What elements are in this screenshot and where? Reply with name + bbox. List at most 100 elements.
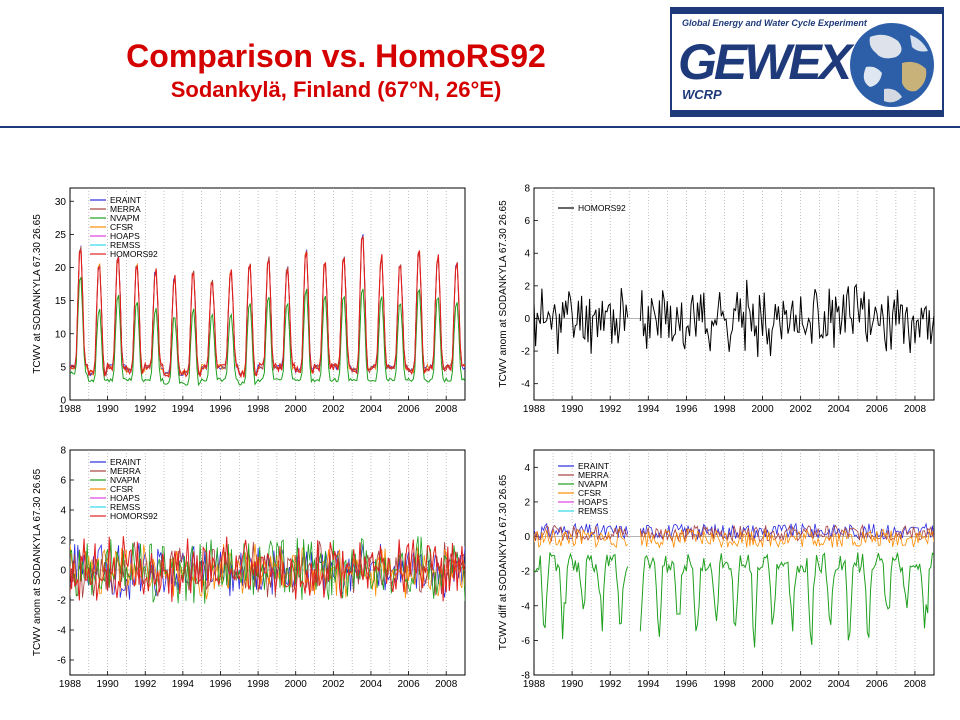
plot-frame xyxy=(533,187,935,401)
plot-frame xyxy=(533,449,935,676)
legend-label: REMSS xyxy=(110,240,141,250)
y-tick-label: 4 xyxy=(524,463,530,474)
x-tick-label: 1998 xyxy=(713,679,736,690)
gewex-logo: Global Energy and Water Cycle Experiment… xyxy=(670,7,944,117)
legend-label: MERRA xyxy=(578,470,609,480)
x-tick-label: 2006 xyxy=(866,679,889,690)
x-tick-label: 1992 xyxy=(599,679,622,690)
y-axis-label: TCWV anom at SODANKYLA 67.30 26.65 xyxy=(498,200,509,388)
x-tick-label: 1992 xyxy=(599,404,622,415)
x-tick-label: 1988 xyxy=(59,404,82,415)
x-tick-label: 2000 xyxy=(751,404,774,415)
x-tick-label: 1990 xyxy=(96,679,119,690)
x-tick-label: 2004 xyxy=(828,679,851,690)
x-tick-label: 1990 xyxy=(561,404,584,415)
y-tick-label: 30 xyxy=(55,197,67,208)
x-tick-label: 1992 xyxy=(134,679,157,690)
y-tick-label: 15 xyxy=(55,296,67,307)
x-tick-label: 1998 xyxy=(247,404,270,415)
y-axis-label: TCWV anom at SODANKYLA 67.30 26.65 xyxy=(32,468,43,656)
slide-subtitle: Sodankylä, Finland (67°N, 26°E) xyxy=(170,77,502,102)
x-tick-label: 2004 xyxy=(360,404,383,415)
logo-org: WCRP xyxy=(682,87,722,102)
chart-homors92-anomaly: 1988 1990 1992 1994 1996 1998 2000 2002 2004 2006… xyxy=(498,184,935,415)
legend-label: REMSS xyxy=(578,506,609,516)
x-tick-label: 1994 xyxy=(172,679,195,690)
y-tick-label: 20 xyxy=(55,263,67,274)
y-tick-label: 8 xyxy=(60,446,66,457)
legend-label: CFSR xyxy=(110,222,133,232)
x-tick-label: 2008 xyxy=(904,679,927,690)
earth-globe-icon xyxy=(850,23,934,107)
legend-label: HOAPS xyxy=(578,497,608,507)
x-tick-label: 1996 xyxy=(209,404,232,415)
x-tick-label: 1994 xyxy=(637,679,660,690)
gewex-logo-graphic: Global Energy and Water Cycle Experiment… xyxy=(670,7,944,117)
x-tick-label: 1998 xyxy=(247,679,270,690)
series-line-cfsr xyxy=(534,528,934,549)
x-tick-label: 2004 xyxy=(828,404,851,415)
legend-label: REMSS xyxy=(110,502,141,512)
x-tick-label: 2002 xyxy=(790,404,813,415)
y-tick-label: -6 xyxy=(57,656,66,667)
x-tick-label: 2002 xyxy=(322,679,345,690)
x-tick-label: 1998 xyxy=(713,404,736,415)
legend-label: HOAPS xyxy=(110,231,140,241)
x-tick-label: 2008 xyxy=(904,404,927,415)
y-tick-label: -4 xyxy=(521,601,530,612)
legend: HOMORS92 xyxy=(558,203,626,213)
x-tick-label: 1990 xyxy=(561,679,584,690)
x-tick-label: 2000 xyxy=(285,404,308,415)
y-tick-label: -4 xyxy=(521,379,530,390)
x-tick-label: 1996 xyxy=(675,404,698,415)
x-tick-label: 2002 xyxy=(790,679,813,690)
legend-label: MERRA xyxy=(110,204,141,214)
x-tick-label: 2006 xyxy=(866,404,889,415)
legend-label: NVAPM xyxy=(110,213,140,223)
series-line-homors92 xyxy=(70,236,465,379)
plot-frame xyxy=(69,187,466,401)
logo-bottom-bar xyxy=(671,110,943,116)
y-tick-label: 0 xyxy=(60,566,66,577)
x-tick-label: 2000 xyxy=(751,679,774,690)
title-block: Comparison vs. HomoRS92 Sodankylä, Finla… xyxy=(0,36,672,104)
slide-title: Comparison vs. HomoRS92 xyxy=(126,38,546,74)
x-tick-label: 2008 xyxy=(435,679,458,690)
x-tick-label: 2008 xyxy=(435,404,458,415)
legend-label: NVAPM xyxy=(578,479,608,489)
series-group xyxy=(70,234,465,387)
logo-top-text: Global Energy and Water Cycle Experiment xyxy=(682,18,868,28)
y-axis-label: TCWV diff at SODANKYLA 67.30 26.65 xyxy=(498,474,509,650)
y-tick-label: 2 xyxy=(524,497,530,508)
series-group xyxy=(534,522,934,648)
legend-label: ERAINT xyxy=(578,461,609,471)
y-tick-label: 2 xyxy=(60,536,66,547)
legend-label: CFSR xyxy=(110,484,133,494)
x-tick-label: 2006 xyxy=(397,679,420,690)
series-group xyxy=(70,536,465,604)
series-line-nvapm xyxy=(534,552,934,648)
legend-label: NVAPM xyxy=(110,475,140,485)
x-tick-label: 1990 xyxy=(96,404,119,415)
y-tick-label: 0 xyxy=(60,396,66,407)
chart-tcwv-difference: 1988 1990 1992 1994 1996 1998 2000 2002 2004 2006… xyxy=(498,449,935,690)
y-tick-label: 25 xyxy=(55,230,67,241)
y-tick-label: -2 xyxy=(521,347,530,358)
x-tick-label: 2000 xyxy=(285,679,308,690)
series-line-homors92 xyxy=(534,279,934,358)
title-rule xyxy=(0,126,960,128)
y-tick-label: 6 xyxy=(60,476,66,487)
y-tick-label: -4 xyxy=(57,626,66,637)
series-group xyxy=(534,279,934,358)
y-tick-label: 4 xyxy=(524,249,530,260)
x-tick-label: 2002 xyxy=(322,404,345,415)
y-tick-label: 10 xyxy=(55,329,67,340)
x-tick-label: 2004 xyxy=(360,679,383,690)
x-tick-label: 2006 xyxy=(397,404,420,415)
y-tick-label: 2 xyxy=(524,281,530,292)
y-tick-label: 0 xyxy=(524,532,530,543)
chart-tcwv-anomaly: 1988 1990 1992 1994 1996 1998 2000 2002 2004 2006… xyxy=(32,446,466,690)
